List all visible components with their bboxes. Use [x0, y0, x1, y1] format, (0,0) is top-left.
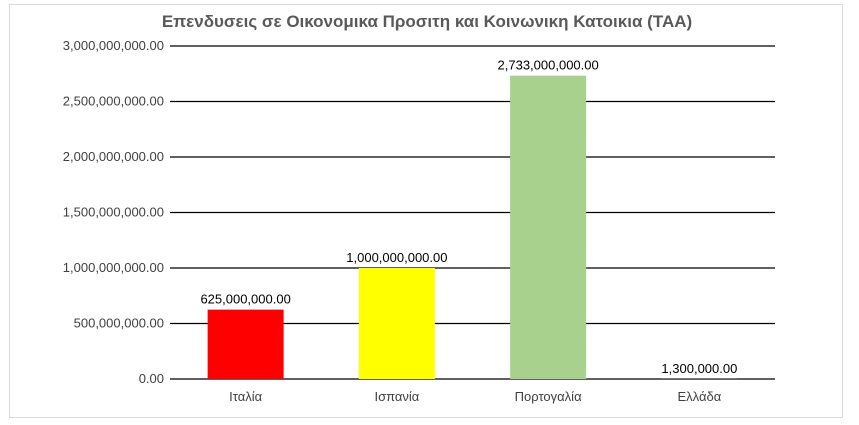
x-category-label: Πορτογαλία — [515, 389, 582, 404]
data-labels: 625,000,000.00 1,000,000,000.00 2,733,000,… — [200, 58, 737, 376]
y-tick-label: 2,500,000,000.00 — [63, 94, 164, 109]
y-tick-label: 2,000,000,000.00 — [63, 149, 164, 164]
y-tick-label: 3,000,000,000.00 — [63, 38, 164, 53]
bars — [207, 75, 738, 380]
x-category-label: Ισπανία — [374, 389, 419, 404]
data-label: 625,000,000.00 — [200, 292, 290, 307]
x-category-label: Ελλάδα — [678, 389, 722, 404]
y-tick-label: 0.00 — [139, 371, 164, 386]
data-label: 1,000,000,000.00 — [346, 250, 447, 265]
x-axis-category-labels: Ιταλία Ισπανία Πορτογαλία Ελλάδα — [229, 389, 722, 404]
x-category-label: Ιταλία — [229, 389, 262, 404]
bar-chart: Επενδυσεις σε Οικονομικα Προσιτη και Κοι… — [63, 12, 775, 404]
chart-title: Επενδυσεις σε Οικονομικα Προσιτη και Κοι… — [162, 12, 692, 31]
chart-frame: Επενδυσεις σε Οικονομικα Προσιτη και Κοι… — [9, 4, 843, 418]
data-label: 2,733,000,000.00 — [498, 58, 599, 73]
y-tick-label: 1,000,000,000.00 — [63, 260, 164, 275]
bar — [207, 309, 284, 379]
y-axis-tick-labels: 0.00 500,000,000.00 1,000,000,000.00 1,500,… — [63, 38, 164, 386]
y-tick-label: 1,500,000,000.00 — [63, 205, 164, 220]
data-label: 1,300,000.00 — [661, 361, 737, 376]
y-tick-label: 500,000,000.00 — [74, 316, 164, 331]
bar — [510, 75, 587, 380]
bar — [358, 268, 435, 379]
